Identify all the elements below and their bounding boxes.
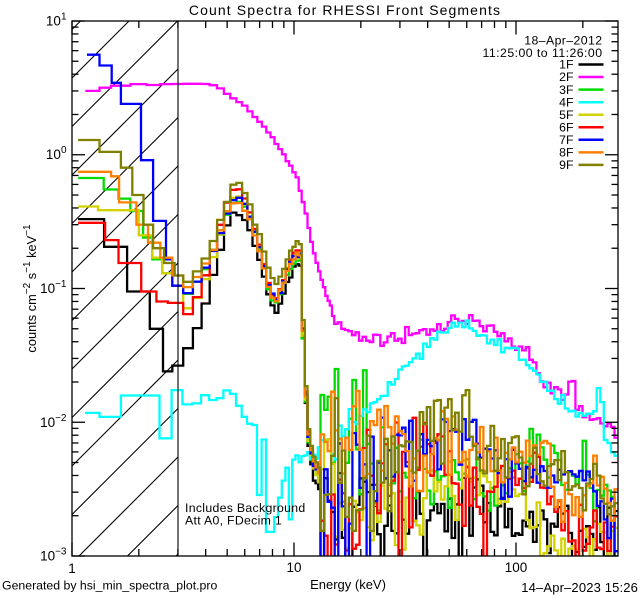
svg-text:Energy (keV): Energy (keV) [310, 577, 386, 592]
svg-text:Count Spectra for RHESSI Front: Count Spectra for RHESSI Front Segments [189, 2, 501, 18]
svg-text:11:25:00 to 11:26:00: 11:25:00 to 11:26:00 [483, 46, 603, 60]
svg-text:Att A0, FDecim 1: Att A0, FDecim 1 [185, 514, 282, 528]
svg-text:10: 10 [286, 560, 301, 575]
svg-text:100: 100 [505, 560, 528, 575]
svg-text:1: 1 [68, 561, 76, 576]
svg-text:9F: 9F [559, 158, 574, 172]
svg-text:14–Apr–2023 15:26: 14–Apr–2023 15:26 [521, 580, 638, 595]
svg-text:Generated by hsi_min_spectra_p: Generated by hsi_min_spectra_plot.pro [2, 579, 217, 593]
